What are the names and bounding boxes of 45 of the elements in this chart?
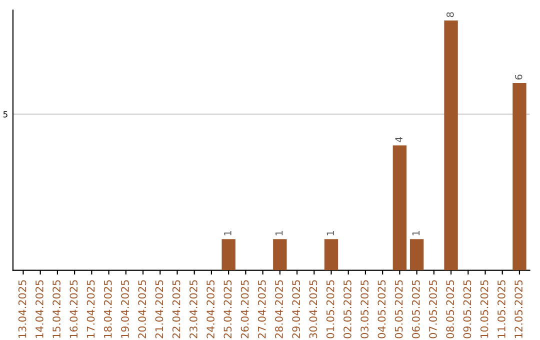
- data-label: 1: [224, 231, 232, 236]
- x-tick-label: 25.04.2025: [224, 280, 232, 338]
- x-tick-label: 09.05.2025: [463, 280, 472, 338]
- bar: [324, 239, 338, 270]
- y-tick-label: 5: [3, 111, 8, 118]
- x-tick-label: 03.05.2025: [360, 280, 368, 338]
- x-tick-label: 29.04.2025: [292, 280, 300, 338]
- bar: [444, 20, 458, 270]
- data-label: 1: [276, 231, 283, 236]
- x-tick-label: 20.04.2025: [138, 280, 146, 338]
- x-tick-label: 14.04.2025: [35, 280, 44, 338]
- bar: [392, 145, 407, 270]
- data-label: 1: [326, 231, 334, 236]
- x-tick-label: 16.04.2025: [70, 280, 78, 338]
- bar: [512, 82, 526, 270]
- x-tick-label: 18.04.2025: [104, 280, 112, 338]
- x-tick-label: 19.04.2025: [121, 280, 129, 338]
- bar: [410, 239, 424, 270]
- x-tick-label: 06.05.2025: [412, 280, 420, 338]
- data-label: 6: [514, 74, 522, 80]
- x-tick-label: 23.04.2025: [189, 280, 198, 338]
- x-tick-label: 21.04.2025: [155, 280, 164, 338]
- x-tick-label: 24.04.2025: [206, 280, 214, 338]
- data-label: 4: [395, 136, 402, 142]
- x-tick-label: 08.05.2025: [446, 280, 454, 338]
- x-tick-label: 05.05.2025: [394, 280, 403, 338]
- x-tick-label: 04.05.2025: [378, 280, 386, 338]
- x-tick-label: 30.04.2025: [309, 280, 318, 338]
- bar: [222, 239, 236, 270]
- x-tick-label: 26.04.2025: [240, 280, 249, 338]
- x-tick-label: 01.05.2025: [326, 280, 334, 338]
- x-tick-label: 11.05.2025: [498, 280, 506, 338]
- x-tick-label: 02.05.2025: [343, 280, 352, 338]
- x-tick-label: 12.05.2025: [514, 280, 522, 338]
- x-tick-label: 10.05.2025: [480, 280, 488, 338]
- x-tick-label: 13.04.2025: [18, 280, 26, 338]
- bar: [273, 239, 287, 270]
- x-tick-label: 22.04.2025: [172, 280, 180, 338]
- x-tick-label: 28.04.2025: [275, 280, 283, 338]
- data-label: 1: [412, 231, 420, 236]
- x-tick-label: 07.05.2025: [429, 280, 437, 338]
- x-tick-label: 17.04.2025: [86, 280, 95, 338]
- x-tick-label: 27.04.2025: [258, 280, 266, 338]
- x-tick-label: 15.04.2025: [52, 280, 60, 338]
- data-label: 8: [446, 12, 454, 18]
